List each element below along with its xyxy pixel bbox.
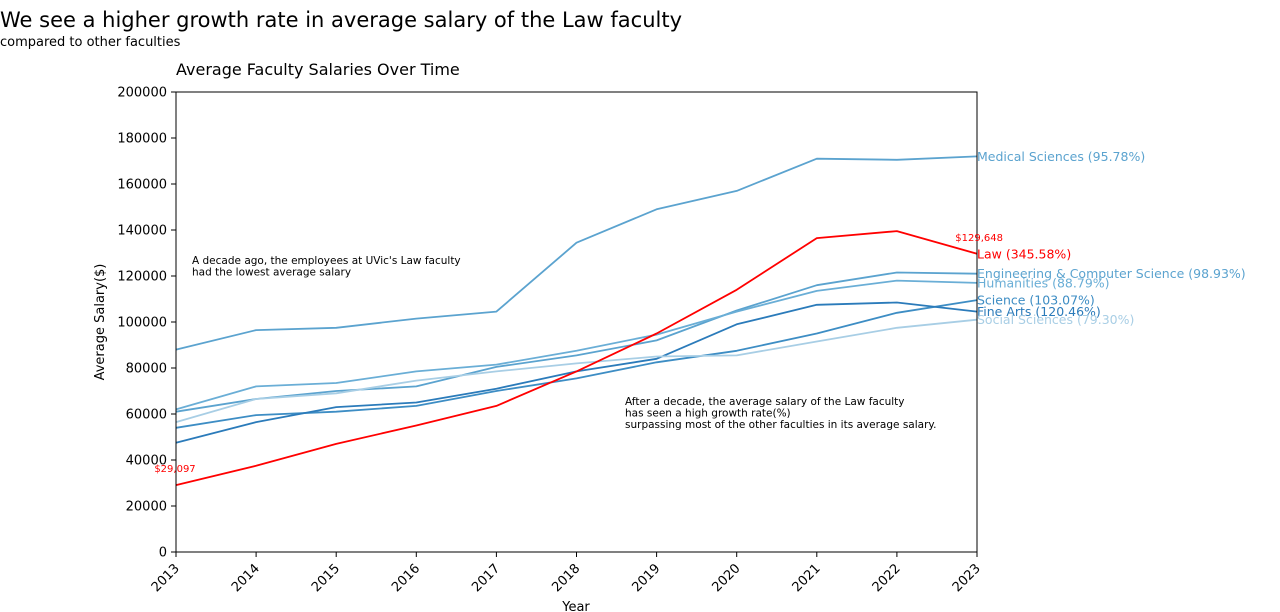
series-label: Engineering & Computer Science (98.93%) <box>977 266 1246 281</box>
x-tick-label: 2019 <box>629 561 663 595</box>
annotation-layer: A decade ago, the employees at UVic's La… <box>192 255 936 431</box>
annotation-line: had the lowest average salary <box>192 267 351 279</box>
x-tick-label: 2023 <box>950 561 984 595</box>
x-axis-title: Year <box>561 600 590 612</box>
data-value-label: $129,648 <box>955 233 1003 244</box>
chart-headline: We see a higher growth rate in average s… <box>0 8 683 32</box>
x-tick-label: 2013 <box>149 561 183 595</box>
x-tick-label: 2022 <box>870 561 904 595</box>
annotation-text: After a decade, the average salary of th… <box>625 396 936 431</box>
plot-frame <box>175 91 978 553</box>
y-axis: 0 20000 40000 60000 80000 100000 120000 140000 1… <box>117 86 176 561</box>
y-tick-label: 120000 <box>117 270 167 285</box>
series-line-engineering-computer-science <box>175 271 978 413</box>
annotation-line: surpassing most of the other faculties i… <box>625 419 936 431</box>
y-tick-label: 0 <box>159 546 167 561</box>
y-tick-label: 200000 <box>117 86 167 101</box>
value-label-layer: $29,097 $129,648 <box>154 233 1003 475</box>
series-line-social-sciences <box>175 318 978 423</box>
x-tick-label: 2021 <box>790 561 824 595</box>
y-tick-label: 60000 <box>126 408 167 423</box>
x-tick-label: 2017 <box>469 561 503 595</box>
series-label: Fine Arts (120.46%) <box>977 304 1101 319</box>
series-label-layer: Medical Sciences (95.78%) Law (345.58%) En… <box>977 149 1246 327</box>
y-tick-label: 140000 <box>117 224 167 239</box>
x-tick-label: 2014 <box>229 561 263 595</box>
x-tick-label: 2015 <box>309 561 343 595</box>
annotation-line: A decade ago, the employees at UVic's La… <box>192 255 461 267</box>
y-tick-label: 20000 <box>126 500 167 515</box>
series-line-law <box>175 230 978 486</box>
chart-subheadline: compared to other faculties <box>0 35 181 50</box>
y-axis-title: Average Salary($) <box>93 264 108 381</box>
x-tick-label: 2016 <box>389 561 423 595</box>
x-tick-label: 2020 <box>710 561 744 595</box>
chart-title: Average Faculty Salaries Over Time <box>176 60 460 79</box>
series-label: Medical Sciences (95.78%) <box>977 149 1145 164</box>
series-line-humanities <box>175 279 978 411</box>
y-tick-label: 40000 <box>126 454 167 469</box>
series-label: Science (103.07%) <box>977 293 1095 308</box>
series-layer <box>175 155 978 486</box>
annotation-text: A decade ago, the employees at UVic's La… <box>192 255 461 279</box>
x-axis: 2013 2014 2015 2016 2017 2018 2019 2020 2021 2022… <box>149 552 984 595</box>
annotation-line: has seen a high growth rate(%) <box>625 408 791 420</box>
y-tick-label: 80000 <box>126 362 167 377</box>
annotation-line: After a decade, the average salary of th… <box>625 396 905 408</box>
y-tick-label: 180000 <box>117 132 167 147</box>
series-label: Social Sciences (79.30%) <box>977 312 1134 327</box>
series-line-medical-sciences <box>175 155 978 351</box>
x-tick-label: 2018 <box>549 561 583 595</box>
y-tick-label: 100000 <box>117 316 167 331</box>
series-label: Law (345.58%) <box>977 246 1071 261</box>
data-value-label: $29,097 <box>154 464 195 475</box>
series-label: Humanities (88.79%) <box>977 275 1110 290</box>
y-tick-label: 160000 <box>117 178 167 193</box>
